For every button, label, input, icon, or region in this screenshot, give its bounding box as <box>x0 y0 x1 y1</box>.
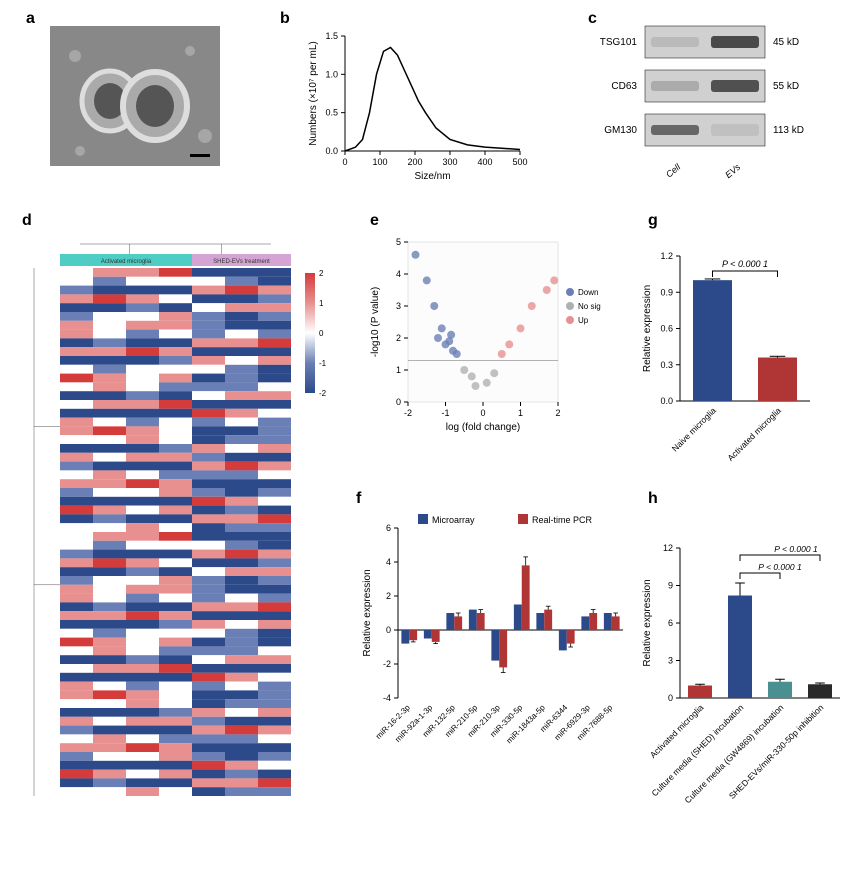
svg-text:1: 1 <box>396 365 401 375</box>
panel-e-volcano: -2 -1 0 1 2 0 1 2 3 4 5 log (fold change) -log10 (P … <box>360 232 620 447</box>
svg-text:Down: Down <box>578 288 598 297</box>
svg-text:200: 200 <box>407 157 422 167</box>
svg-text:P < 0.000 1: P < 0.000 1 <box>758 562 802 572</box>
svg-text:No sig: No sig <box>578 302 601 311</box>
panel-b-label: b <box>280 10 290 28</box>
svg-text:Real-time PCR: Real-time PCR <box>532 515 593 525</box>
panel-f-label: f <box>356 490 361 508</box>
svg-text:Relative expression: Relative expression <box>362 569 373 656</box>
svg-text:5: 5 <box>396 237 401 247</box>
svg-text:Naive microglia: Naive microglia <box>670 405 718 453</box>
svg-text:0: 0 <box>386 625 391 635</box>
svg-text:3: 3 <box>668 656 673 666</box>
svg-text:-4: -4 <box>383 693 391 703</box>
svg-text:4: 4 <box>386 557 391 567</box>
panel-a-image <box>50 26 220 166</box>
svg-text:P < 0.000 1: P < 0.000 1 <box>722 259 768 269</box>
svg-text:6: 6 <box>386 523 391 533</box>
svg-text:1: 1 <box>319 299 324 308</box>
panel-b-chart: 0 100 200 300 400 500 0.0 0.5 1.0 1.5 Size/nm Numbe… <box>300 26 550 186</box>
svg-text:1: 1 <box>518 408 523 418</box>
svg-text:P < 0.000 1: P < 0.000 1 <box>774 544 818 554</box>
svg-text:-2: -2 <box>319 389 327 398</box>
panel-g-label: g <box>648 212 658 230</box>
svg-text:0: 0 <box>396 397 401 407</box>
panel-e-label: e <box>370 212 379 230</box>
svg-text:0: 0 <box>319 329 324 338</box>
svg-text:0.3: 0.3 <box>660 360 673 370</box>
svg-text:SHED-EVs treatment: SHED-EVs treatment <box>213 259 270 265</box>
svg-text:400: 400 <box>477 157 492 167</box>
panel-a-label: a <box>26 10 35 28</box>
svg-text:Size/nm: Size/nm <box>414 171 450 182</box>
svg-text:1.5: 1.5 <box>325 31 338 41</box>
svg-text:-1: -1 <box>319 359 327 368</box>
panel-d-label: d <box>22 212 32 230</box>
svg-text:2: 2 <box>319 269 324 278</box>
panel-c-blot: TSG101 45 kD CD63 55 kD GM130 113 kD Cell EVs <box>590 26 835 201</box>
svg-text:0: 0 <box>480 408 485 418</box>
svg-text:2: 2 <box>555 408 560 418</box>
svg-text:9: 9 <box>668 581 673 591</box>
svg-text:CD63: CD63 <box>611 81 637 92</box>
svg-text:0.9: 0.9 <box>660 287 673 297</box>
svg-text:Microarray: Microarray <box>432 515 475 525</box>
svg-text:100: 100 <box>372 157 387 167</box>
svg-text:-2: -2 <box>383 659 391 669</box>
panel-h-label: h <box>648 490 658 508</box>
svg-text:Up: Up <box>578 316 589 325</box>
svg-text:12: 12 <box>663 543 673 553</box>
svg-text:0.5: 0.5 <box>325 108 338 118</box>
svg-text:3: 3 <box>396 301 401 311</box>
svg-text:0.0: 0.0 <box>325 146 338 156</box>
svg-text:Numbers (×10⁷ per mL): Numbers (×10⁷ per mL) <box>308 41 319 146</box>
svg-text:Activated microglia: Activated microglia <box>725 405 783 463</box>
svg-text:Relative expression: Relative expression <box>642 285 653 372</box>
svg-text:Relative expression: Relative expression <box>642 579 653 666</box>
svg-text:6: 6 <box>668 618 673 628</box>
svg-text:0.0: 0.0 <box>660 396 673 406</box>
svg-text:55 kD: 55 kD <box>773 81 799 92</box>
svg-text:2: 2 <box>396 333 401 343</box>
svg-text:log (fold change): log (fold change) <box>446 422 521 433</box>
svg-text:1.0: 1.0 <box>325 69 338 79</box>
panel-h-bar: 036912Activated microgliaCulture media (… <box>636 508 851 883</box>
svg-text:Cell: Cell <box>664 161 683 179</box>
panel-f-bar: -4-20246miR-16-2-3pmiR-92a-1-3pmiR-132-5… <box>356 508 636 823</box>
svg-text:113 kD: 113 kD <box>773 125 804 136</box>
svg-text:0.6: 0.6 <box>660 324 673 334</box>
svg-text:GM130: GM130 <box>604 125 637 136</box>
svg-text:0: 0 <box>342 157 347 167</box>
svg-text:4: 4 <box>396 269 401 279</box>
svg-text:EVs: EVs <box>723 162 742 181</box>
svg-text:1.2: 1.2 <box>660 251 673 261</box>
svg-text:-2: -2 <box>404 408 412 418</box>
panel-d-heatmap: Activated microglia SHED-EVs treatment 2 1 0… <box>22 232 332 827</box>
svg-text:Activated microglia: Activated microglia <box>101 259 152 265</box>
svg-text:-log10 (P value): -log10 (P value) <box>370 287 381 357</box>
svg-text:500: 500 <box>512 157 527 167</box>
svg-text:300: 300 <box>442 157 457 167</box>
svg-text:TSG101: TSG101 <box>600 37 638 48</box>
svg-text:-1: -1 <box>441 408 449 418</box>
panel-g-bar: 0.0 0.3 0.6 0.9 1.2 Naive microgliaActivated … <box>636 232 846 497</box>
svg-text:45 kD: 45 kD <box>773 37 799 48</box>
svg-text:2: 2 <box>386 591 391 601</box>
svg-text:0: 0 <box>668 693 673 703</box>
